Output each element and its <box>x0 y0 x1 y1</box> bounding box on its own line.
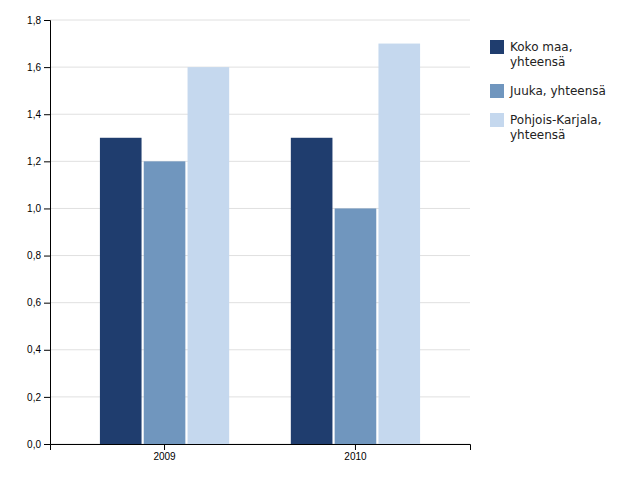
tick-label: 1,2 <box>27 156 41 167</box>
legend-label: Pohjois-Karjala, yhteensä <box>510 113 605 142</box>
tick-mark <box>44 256 50 257</box>
y-axis: 0,0 0,2 0,4 0,6 0,8 1,0 1,2 1,4 1,6 1,8 <box>27 15 50 450</box>
legend-item: Juuka, yhteensä <box>490 84 606 98</box>
tick-mark <box>164 444 165 450</box>
legend-swatch <box>490 40 504 54</box>
tick-label: 0,4 <box>27 344 41 355</box>
tick-mark <box>44 20 50 21</box>
tick-mark <box>355 444 356 450</box>
legend-item: Pohjois-Karjala, yhteensä <box>490 113 605 142</box>
legend-item: Koko maa, yhteensä <box>490 40 576 69</box>
bars <box>100 44 420 444</box>
axis-line <box>51 445 471 451</box>
tick: 2009 <box>153 444 176 462</box>
tick: 1,2 <box>27 156 50 167</box>
axis-line <box>44 21 51 445</box>
tick-label: 2010 <box>344 451 367 462</box>
tick-label: 1,8 <box>27 15 41 26</box>
tick-mark <box>44 114 50 115</box>
legend-swatch <box>490 113 504 127</box>
tick-label: 1,0 <box>27 203 41 214</box>
tick-label: 1,4 <box>27 109 41 120</box>
tick: 1,6 <box>27 62 50 73</box>
series <box>144 161 377 444</box>
tick-label: 2009 <box>153 451 176 462</box>
tick-mark <box>44 161 50 162</box>
tick: 0,8 <box>27 250 50 261</box>
legend-label-line: yhteensä <box>510 55 565 69</box>
legend-label: Juuka, yhteensä <box>509 84 606 98</box>
tick: 0,0 <box>27 439 50 450</box>
tick: 0,2 <box>27 392 50 403</box>
tick: 2010 <box>344 444 367 462</box>
tick-mark <box>44 444 50 445</box>
tick-label: 0,0 <box>27 439 41 450</box>
tick-mark <box>44 208 50 209</box>
legend-label-line: yhteensä <box>510 128 565 142</box>
legend-label-line: Pohjois-Karjala, <box>510 113 605 127</box>
tick-label: 0,8 <box>27 250 41 261</box>
bar <box>378 44 420 444</box>
chart: 0,0 0,2 0,4 0,6 0,8 1,0 1,2 1,4 1,6 1,8 2009 2010 Ko… <box>0 0 640 480</box>
grid <box>50 20 470 444</box>
legend-label: Koko maa, yhteensä <box>510 40 576 69</box>
tick: 1,8 <box>27 15 50 26</box>
tick: 1,4 <box>27 109 50 120</box>
bar <box>291 138 333 444</box>
bar <box>188 67 230 444</box>
bar <box>100 138 142 444</box>
tick-label: 0,2 <box>27 392 41 403</box>
tick-mark <box>44 67 50 68</box>
tick-label: 1,6 <box>27 62 41 73</box>
tick-mark <box>44 303 50 304</box>
tick: 0,4 <box>27 344 50 355</box>
bar <box>144 161 186 444</box>
tick-mark <box>44 397 50 398</box>
legend-label-line: Juuka, yhteensä <box>509 84 606 98</box>
tick-mark <box>44 350 50 351</box>
grid-line <box>50 20 470 21</box>
x-axis: 2009 2010 <box>51 444 471 462</box>
bar <box>335 208 377 444</box>
plot: 0,0 0,2 0,4 0,6 0,8 1,0 1,2 1,4 1,6 1,8 2009 2010 <box>27 15 470 462</box>
tick: 0,6 <box>27 297 50 308</box>
legend: Koko maa, yhteensä Juuka, yhteensä Pohjois… <box>490 40 606 142</box>
tick-label: 0,6 <box>27 297 41 308</box>
series <box>188 44 421 444</box>
legend-swatch <box>490 84 504 98</box>
tick: 1,0 <box>27 203 50 214</box>
legend-label-line: Koko maa, <box>510 40 576 54</box>
